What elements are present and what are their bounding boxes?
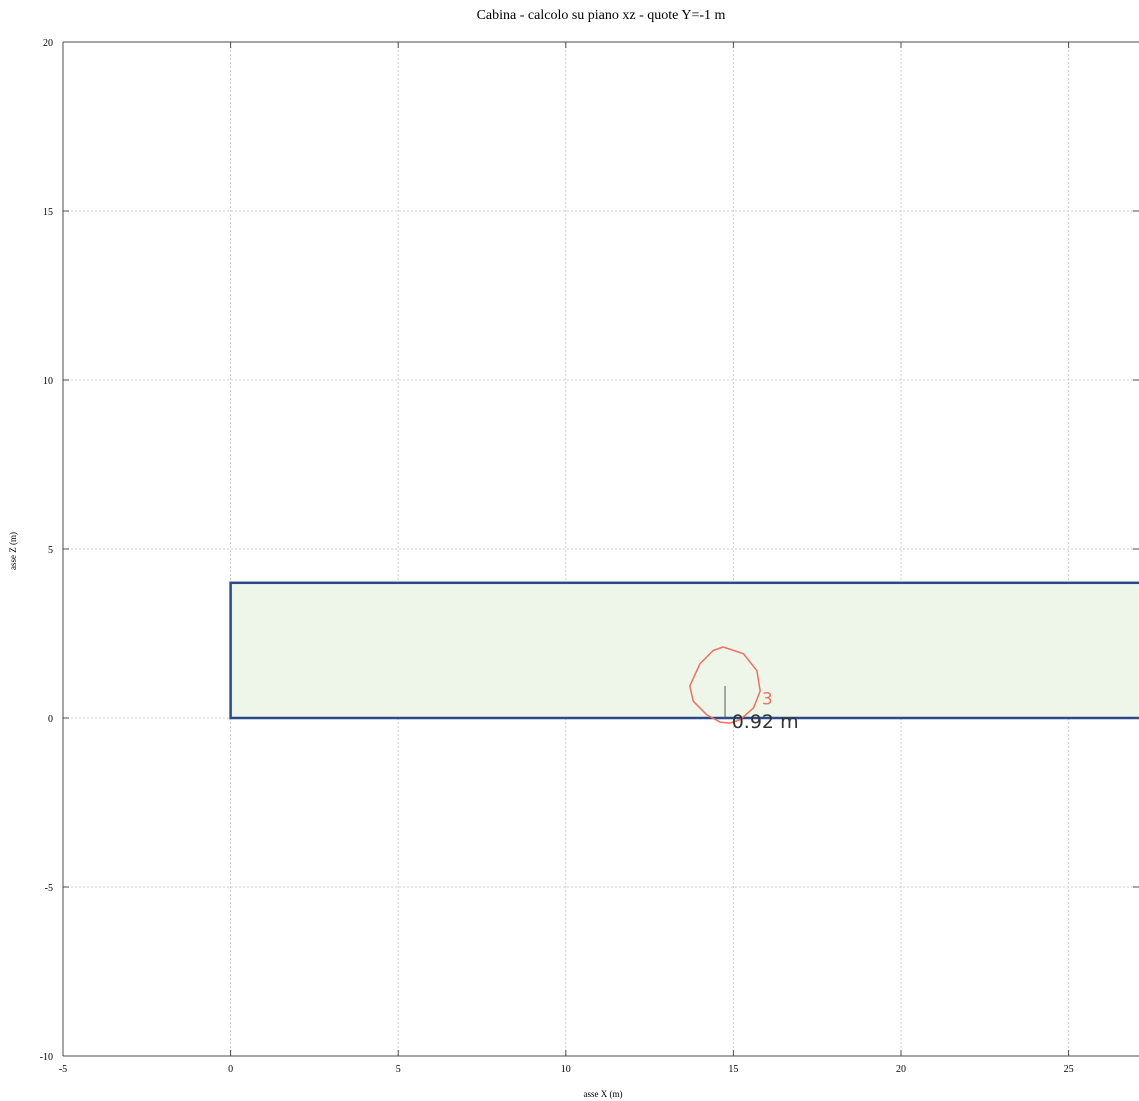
x-axis-label: asse X (m): [584, 1089, 623, 1099]
y-tick-label: 20: [43, 38, 53, 49]
y-tick-label: 15: [43, 207, 53, 218]
grid: [63, 42, 1139, 1056]
x-tick-label: 20: [896, 1064, 906, 1075]
chart-title: Cabina - calcolo su piano xz - quote Y=-…: [477, 8, 726, 23]
y-tick-label: -5: [45, 883, 53, 894]
y-axis-label: asse Z (m): [8, 532, 18, 570]
x-tick-label: 5: [396, 1064, 401, 1075]
contour-line: [689, 646, 761, 724]
x-tick-label: 10: [561, 1064, 571, 1075]
y-tick-label: 5: [48, 545, 53, 556]
y-tick-label: -10: [40, 1052, 53, 1063]
y-tick-label: 10: [43, 376, 53, 387]
tick-labels: -5 0 5 10 15 20 25 -10 -5 0 5 10 15 20: [40, 38, 1074, 1075]
contour-lines: [689, 646, 761, 724]
distance-label: 0.92 m: [732, 711, 799, 733]
annotations: 30.92 m: [724, 685, 799, 733]
x-tick-label: 15: [728, 1064, 738, 1075]
x-tick-label: 0: [228, 1064, 233, 1075]
room-rectangle: [229, 581, 1139, 720]
axes: [62, 41, 1139, 1057]
x-tick-label: -5: [59, 1064, 67, 1075]
room-area: [229, 581, 1139, 720]
y-tick-label: 0: [48, 714, 53, 725]
x-tick-label: 25: [1064, 1064, 1074, 1075]
contour-value-label: 3: [762, 689, 773, 709]
